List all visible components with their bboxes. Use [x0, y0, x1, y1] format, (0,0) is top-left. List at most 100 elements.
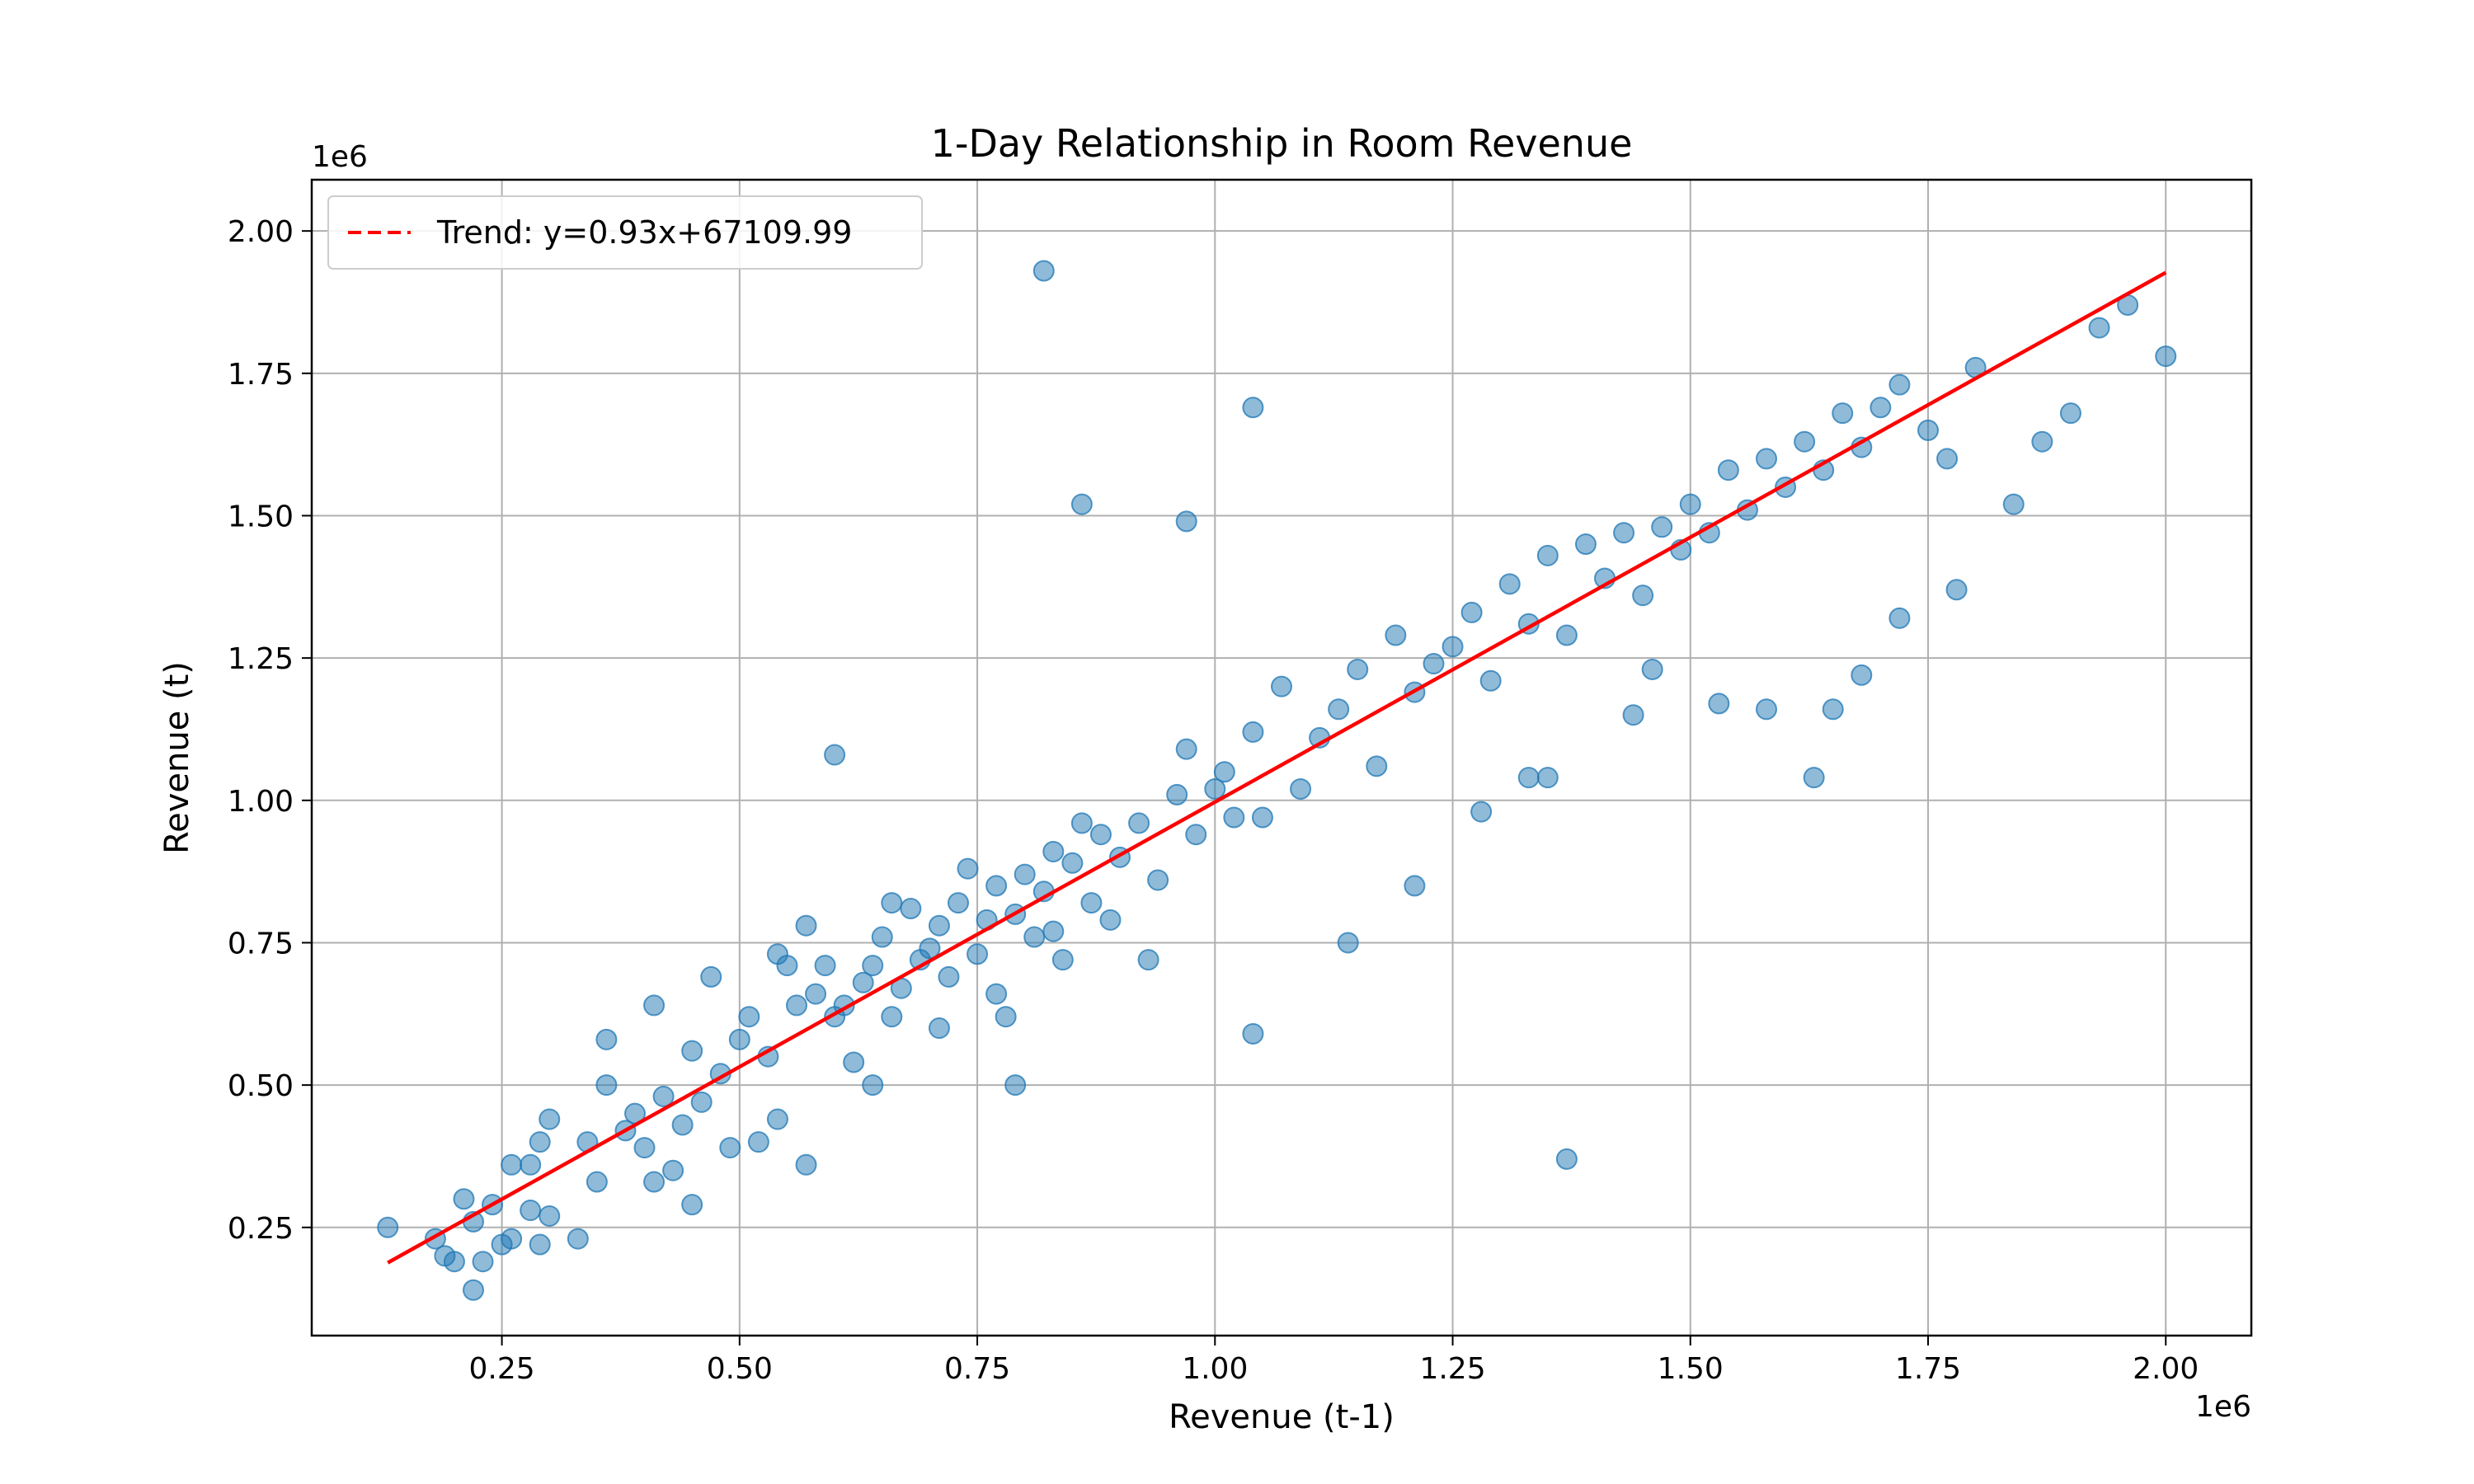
data-point [1251, 806, 1273, 829]
x-axis-label: Revenue (t-1) [1169, 1398, 1395, 1436]
data-point [539, 1108, 561, 1130]
data-point [985, 983, 1008, 1005]
data-point [1366, 755, 1388, 777]
y-tick-label: 1.00 [228, 785, 294, 819]
data-point [472, 1251, 494, 1273]
data-point [1917, 419, 1939, 441]
data-point [1717, 459, 1739, 481]
data-point [1423, 653, 1445, 675]
data-point [900, 898, 922, 920]
data-point [919, 937, 941, 960]
data-point [1290, 777, 1312, 800]
axis-ticks: 0.25 0.50 0.75 1.00 1.25 1.50 1.75 2.00 0.25 0.50… [228, 215, 2199, 1386]
data-point [1032, 260, 1055, 282]
x-tick-label: 0.50 [707, 1352, 773, 1386]
data-point [1070, 493, 1093, 515]
data-point [1622, 704, 1644, 726]
data-point [1042, 920, 1065, 942]
data-point [1536, 767, 1559, 789]
y-axis-label: Revenue (t) [158, 661, 196, 854]
data-point [662, 1159, 684, 1181]
data-point [881, 1006, 903, 1028]
y-tick-label: 1.50 [228, 500, 294, 533]
data-point [1498, 573, 1521, 595]
y-tick-label: 1.75 [228, 358, 294, 392]
data-point [1185, 824, 1207, 846]
data-point [586, 1171, 608, 1193]
data-point [1870, 397, 1892, 419]
data-point [824, 744, 846, 766]
trend-line-layer [387, 270, 2167, 1265]
data-point [795, 914, 817, 937]
data-point [1166, 783, 1188, 805]
data-point [1832, 402, 1854, 425]
data-point [633, 1137, 656, 1159]
data-point [681, 1194, 703, 1216]
data-point [1756, 698, 1777, 721]
data-point [1555, 624, 1578, 646]
y-tick-label: 0.50 [228, 1069, 294, 1103]
legend-box [327, 195, 923, 270]
data-point [814, 955, 836, 977]
x-tick-label: 0.25 [469, 1352, 535, 1386]
data-point [1555, 1148, 1578, 1170]
data-point [501, 1228, 523, 1250]
data-point [463, 1279, 484, 1301]
data-point [1051, 949, 1074, 971]
trend-line [387, 270, 2167, 1265]
data-point [1679, 493, 1701, 515]
data-point [928, 914, 950, 937]
x-tick-label: 1.25 [1419, 1352, 1485, 1386]
data-point [453, 1188, 475, 1210]
y-tick-label: 0.75 [228, 927, 294, 960]
data-point [747, 1131, 769, 1153]
data-point [938, 965, 960, 988]
data-point [1061, 852, 1084, 874]
data-point [1023, 926, 1046, 948]
data-point [1708, 693, 1730, 715]
data-point [671, 1114, 694, 1136]
data-point [681, 1040, 703, 1062]
data-point [1337, 932, 1359, 954]
data-point [377, 1216, 399, 1238]
data-point [1470, 801, 1493, 823]
data-point [1651, 516, 1673, 538]
data-point [1851, 664, 1873, 686]
y-tick-label: 0.25 [228, 1212, 294, 1246]
data-point [1175, 510, 1197, 533]
data-point [1147, 869, 1169, 891]
data-point [1204, 777, 1226, 800]
data-point [1070, 812, 1093, 834]
data-point [843, 1051, 865, 1073]
data-point [1099, 909, 1122, 931]
grid [312, 180, 2251, 1336]
data-point [1089, 824, 1112, 846]
data-point [539, 1205, 561, 1227]
data-point [1328, 698, 1350, 721]
data-point [1042, 840, 1065, 862]
data-point [690, 1091, 713, 1113]
data-point [2031, 430, 2053, 453]
data-point [1888, 373, 1911, 396]
data-point [1175, 738, 1197, 760]
data-point [643, 1171, 666, 1193]
data-point [1794, 430, 1816, 453]
data-point [967, 943, 989, 965]
data-point [1574, 533, 1597, 556]
data-point [852, 971, 874, 993]
data-point [1460, 601, 1483, 623]
data-point [995, 1006, 1017, 1028]
data-point [2088, 317, 2110, 339]
data-point [786, 994, 807, 1017]
y-tick-label: 1.25 [228, 642, 294, 676]
data-point [1632, 585, 1654, 607]
data-point [1404, 875, 1426, 897]
data-point [719, 1137, 741, 1159]
data-point [1803, 767, 1825, 789]
data-point [1213, 761, 1235, 783]
data-point [529, 1131, 551, 1153]
data-point [700, 965, 722, 988]
data-point [1517, 767, 1540, 789]
data-point [1641, 658, 1663, 680]
